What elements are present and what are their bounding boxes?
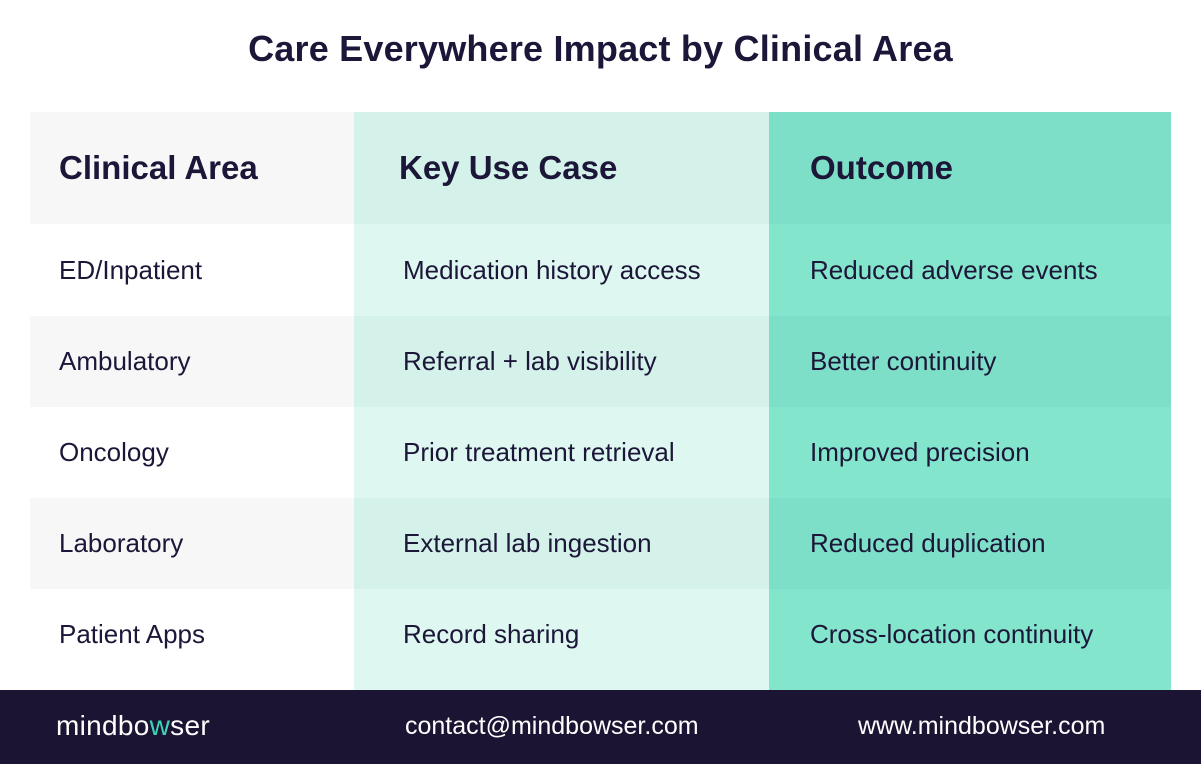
cell-clinical-area: Laboratory: [30, 498, 354, 589]
cell-clinical-area: Patient Apps: [30, 589, 354, 690]
brand-logo: mindbowser: [56, 710, 210, 742]
cell-outcome: Reduced adverse events: [769, 224, 1171, 316]
cell-key-use-case: Record sharing: [354, 589, 769, 690]
website-link[interactable]: www.mindbowser.com: [858, 712, 1106, 740]
cell-outcome: Improved precision: [769, 407, 1171, 498]
cell-key-use-case: Prior treatment retrieval: [354, 407, 769, 498]
footer-bar: mindbowser contact@mindbowser.com www.mi…: [0, 690, 1201, 764]
column-outcome: Outcome Reduced adverse events Better co…: [769, 112, 1171, 690]
logo-text-end: ser: [170, 710, 210, 741]
cell-key-use-case: Medication history access: [354, 224, 769, 316]
cell-outcome: Reduced duplication: [769, 498, 1171, 589]
column-key-use-case: Key Use Case Medication history access R…: [354, 112, 769, 690]
contact-email-link[interactable]: contact@mindbowser.com: [405, 712, 699, 740]
impact-table: Clinical Area ED/Inpatient Ambulatory On…: [30, 112, 1171, 690]
cell-outcome: Better continuity: [769, 316, 1171, 407]
cell-outcome: Cross-location continuity: [769, 589, 1171, 690]
cell-clinical-area: ED/Inpatient: [30, 224, 354, 316]
cell-key-use-case: External lab ingestion: [354, 498, 769, 589]
cell-key-use-case: Referral + lab visibility: [354, 316, 769, 407]
logo-text-accent: w: [149, 710, 171, 741]
cell-clinical-area: Oncology: [30, 407, 354, 498]
header-clinical-area: Clinical Area: [30, 112, 354, 224]
column-clinical-area: Clinical Area ED/Inpatient Ambulatory On…: [30, 112, 354, 690]
cell-clinical-area: Ambulatory: [30, 316, 354, 407]
logo-text-start: mindbo: [56, 710, 150, 741]
page-title: Care Everywhere Impact by Clinical Area: [248, 28, 953, 69]
header-key-use-case: Key Use Case: [354, 112, 769, 224]
header-outcome: Outcome: [769, 112, 1171, 224]
